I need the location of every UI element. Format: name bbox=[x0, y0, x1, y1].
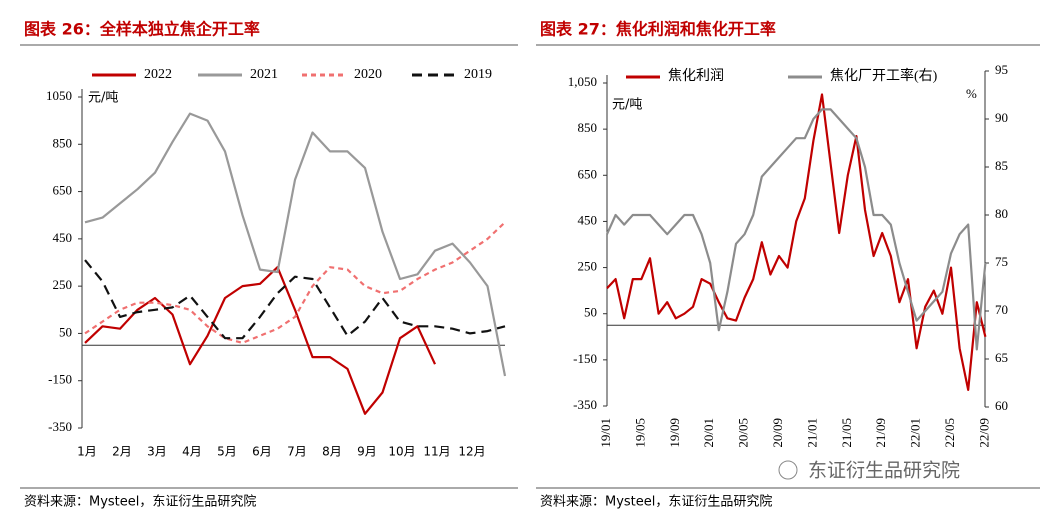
y-tick-label: 50 bbox=[59, 324, 72, 339]
chart-title: 图表 27：焦化利润和焦化开工率 bbox=[540, 20, 776, 39]
y-tick-label: 850 bbox=[53, 135, 73, 150]
x-tick-label: 21/01 bbox=[804, 418, 819, 448]
chart-title: 图表 26：全样本独立焦企开工率 bbox=[24, 20, 260, 39]
x-tick-label: 7月 bbox=[287, 445, 307, 459]
y-tick-label: 250 bbox=[53, 277, 73, 292]
y-tick-label: 850 bbox=[578, 120, 598, 135]
x-tick-label: 19/01 bbox=[598, 418, 613, 448]
y2-unit: % bbox=[966, 86, 977, 101]
x-tick-label: 5月 bbox=[217, 445, 237, 459]
y2-tick-label: 60 bbox=[995, 398, 1008, 413]
y2-tick-label: 65 bbox=[995, 350, 1008, 365]
y-tick-label: -350 bbox=[48, 419, 72, 434]
legend-label: 2020 bbox=[354, 67, 382, 82]
x-tick-label: 20/05 bbox=[736, 418, 751, 448]
y-tick-label: 1050 bbox=[46, 88, 72, 103]
legend-label: 焦化利润 bbox=[668, 68, 724, 84]
y-tick-label: 650 bbox=[53, 183, 73, 198]
x-tick-label: 19/09 bbox=[667, 418, 682, 448]
legend-label: 2019 bbox=[464, 67, 492, 82]
series-line bbox=[84, 112, 507, 377]
watermark-icon bbox=[778, 460, 798, 480]
x-tick-label: 4月 bbox=[182, 445, 202, 459]
y-tick-label: -350 bbox=[573, 397, 597, 412]
x-tick-label: 2月 bbox=[112, 445, 132, 459]
y-tick-label: 50 bbox=[584, 305, 597, 320]
x-tick-label: 22/09 bbox=[976, 418, 991, 448]
series-line bbox=[84, 259, 506, 340]
x-tick-label: 8月 bbox=[322, 445, 342, 459]
x-tick-label: 22/01 bbox=[908, 418, 923, 448]
x-tick-label: 9月 bbox=[357, 445, 377, 459]
x-tick-label: 20/09 bbox=[770, 418, 785, 448]
series-line bbox=[84, 266, 436, 415]
legend-label: 2022 bbox=[144, 67, 172, 82]
watermark: 东证衍生品研究院 bbox=[808, 460, 960, 482]
x-tick-label: 1月 bbox=[77, 445, 97, 459]
series-line bbox=[84, 221, 506, 344]
y2-tick-label: 95 bbox=[995, 62, 1008, 77]
y2-tick-label: 70 bbox=[995, 302, 1008, 317]
x-tick-label: 6月 bbox=[252, 445, 272, 459]
x-tick-label: 19/05 bbox=[632, 418, 647, 448]
series-line bbox=[605, 108, 987, 351]
y-unit: 元/吨 bbox=[612, 98, 642, 113]
x-tick-label: 20/01 bbox=[701, 418, 716, 448]
y2-tick-label: 75 bbox=[995, 254, 1008, 269]
y-tick-label: -150 bbox=[48, 372, 72, 387]
y-tick-label: -150 bbox=[573, 351, 597, 366]
x-tick-label: 21/09 bbox=[873, 418, 888, 448]
x-tick-label: 12月 bbox=[458, 445, 485, 459]
y-tick-label: 450 bbox=[53, 230, 73, 245]
x-tick-label: 10月 bbox=[388, 445, 415, 459]
x-tick-label: 11月 bbox=[423, 445, 450, 459]
series-line bbox=[606, 93, 987, 391]
y-tick-label: 250 bbox=[578, 259, 598, 274]
legend-label: 2021 bbox=[250, 67, 278, 82]
source: 资料来源：Mysteel，东证衍生品研究院 bbox=[24, 495, 256, 510]
y-tick-label: 650 bbox=[578, 166, 598, 181]
y2-tick-label: 90 bbox=[995, 110, 1008, 125]
y-unit: 元/吨 bbox=[88, 91, 118, 106]
x-tick-label: 21/05 bbox=[839, 418, 854, 448]
source: 资料来源：Mysteel，东证衍生品研究院 bbox=[540, 495, 772, 510]
y2-tick-label: 80 bbox=[995, 206, 1008, 221]
x-tick-label: 3月 bbox=[147, 445, 167, 459]
y-tick-label: 450 bbox=[578, 212, 598, 227]
legend-label: 焦化厂开工率(右) bbox=[830, 67, 938, 84]
x-tick-label: 22/05 bbox=[942, 418, 957, 448]
y-tick-label: 1,050 bbox=[568, 74, 597, 89]
y2-tick-label: 85 bbox=[995, 158, 1008, 173]
